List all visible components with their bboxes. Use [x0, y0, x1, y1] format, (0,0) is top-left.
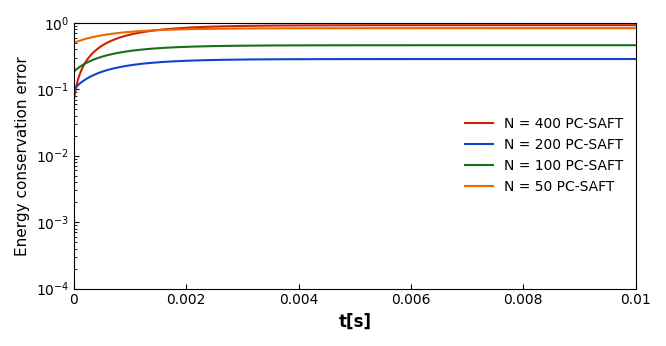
N = 50 PC-SAFT: [631, 26, 639, 30]
N = 50 PC-SAFT: [99, 33, 107, 37]
Legend: N = 400 PC-SAFT, N = 200 PC-SAFT, N = 100 PC-SAFT, N = 50 PC-SAFT: N = 400 PC-SAFT, N = 200 PC-SAFT, N = 10…: [460, 112, 629, 200]
N = 400 PC-SAFT: [343, 23, 351, 27]
N = 400 PC-SAFT: [512, 23, 520, 27]
N = 200 PC-SAFT: [631, 57, 639, 61]
N = 400 PC-SAFT: [631, 23, 639, 27]
Line: N = 100 PC-SAFT: N = 100 PC-SAFT: [74, 45, 635, 72]
Line: N = 400 PC-SAFT: N = 400 PC-SAFT: [74, 25, 635, 100]
N = 200 PC-SAFT: [512, 57, 520, 61]
N = 200 PC-SAFT: [70, 87, 78, 91]
N = 100 PC-SAFT: [512, 43, 520, 47]
N = 100 PC-SAFT: [328, 43, 336, 47]
N = 100 PC-SAFT: [70, 70, 78, 74]
N = 100 PC-SAFT: [615, 43, 623, 47]
N = 200 PC-SAFT: [615, 57, 623, 61]
N = 400 PC-SAFT: [70, 98, 78, 102]
X-axis label: t[s]: t[s]: [338, 313, 371, 331]
N = 50 PC-SAFT: [615, 26, 623, 30]
N = 100 PC-SAFT: [615, 43, 623, 47]
N = 100 PC-SAFT: [631, 43, 639, 47]
N = 100 PC-SAFT: [99, 54, 107, 58]
N = 400 PC-SAFT: [615, 23, 623, 27]
N = 400 PC-SAFT: [99, 43, 107, 47]
Line: N = 50 PC-SAFT: N = 50 PC-SAFT: [74, 28, 635, 43]
N = 50 PC-SAFT: [70, 41, 78, 45]
Y-axis label: Energy conservation error: Energy conservation error: [15, 56, 30, 256]
Line: N = 200 PC-SAFT: N = 200 PC-SAFT: [74, 59, 635, 89]
N = 400 PC-SAFT: [328, 23, 336, 27]
N = 200 PC-SAFT: [328, 57, 336, 61]
N = 50 PC-SAFT: [615, 26, 623, 30]
N = 200 PC-SAFT: [615, 57, 623, 61]
N = 50 PC-SAFT: [512, 26, 520, 30]
N = 200 PC-SAFT: [99, 70, 107, 74]
N = 50 PC-SAFT: [328, 26, 336, 30]
N = 200 PC-SAFT: [343, 57, 351, 61]
N = 50 PC-SAFT: [343, 26, 351, 30]
N = 100 PC-SAFT: [343, 43, 351, 47]
N = 400 PC-SAFT: [615, 23, 623, 27]
